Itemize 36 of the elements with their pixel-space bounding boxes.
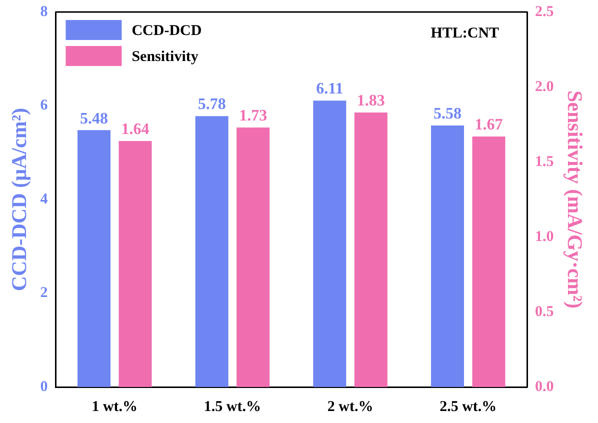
data-label: 1.73 (239, 108, 268, 125)
y-tick-label: 8 (40, 4, 48, 20)
legend-label: CCD-DCD (132, 22, 202, 39)
bar (195, 116, 228, 387)
x-tick-label: 2.5 wt.% (440, 398, 497, 415)
annotation: HTL:CNT (430, 25, 500, 42)
x-tick-label: 1 wt.% (92, 398, 138, 415)
legend-label: Sensitivity (132, 48, 199, 65)
y2-axis-title: Sensitivity (mA/Gy·cm²) (562, 90, 587, 309)
x-tick-label: 2 wt.% (327, 398, 374, 415)
data-label: 5.58 (434, 106, 462, 123)
bar (313, 100, 346, 387)
x-tick-label: 1.5 wt.% (204, 398, 261, 415)
y-axis-title: CCD-DCD (μA/cm²) (7, 108, 32, 292)
data-label: 1.83 (356, 92, 385, 110)
bar (431, 125, 464, 387)
data-label: 1.64 (121, 121, 150, 138)
y2-tick-label: 0.5 (535, 304, 554, 320)
y2-tick-label: 1.0 (535, 228, 554, 245)
y2-tick-label: 1.5 (535, 154, 554, 170)
y2-tick-label: 2.5 (535, 4, 554, 20)
bar (354, 112, 388, 387)
y-tick-label: 6 (40, 98, 48, 114)
data-label: 1.67 (474, 116, 503, 134)
bar (472, 136, 506, 387)
y-tick-label: 4 (40, 191, 48, 208)
y2-tick-label: 0.0 (535, 378, 554, 395)
bar (236, 128, 270, 387)
data-label: 5.48 (80, 110, 108, 128)
y-tick-label: 2 (40, 285, 48, 302)
y-tick-label: 0 (40, 378, 48, 395)
data-label: 6.11 (316, 80, 344, 98)
y2-tick-label: 2.0 (535, 78, 554, 95)
bar (78, 130, 110, 387)
bar (118, 141, 152, 387)
data-label: 5.78 (198, 96, 226, 114)
